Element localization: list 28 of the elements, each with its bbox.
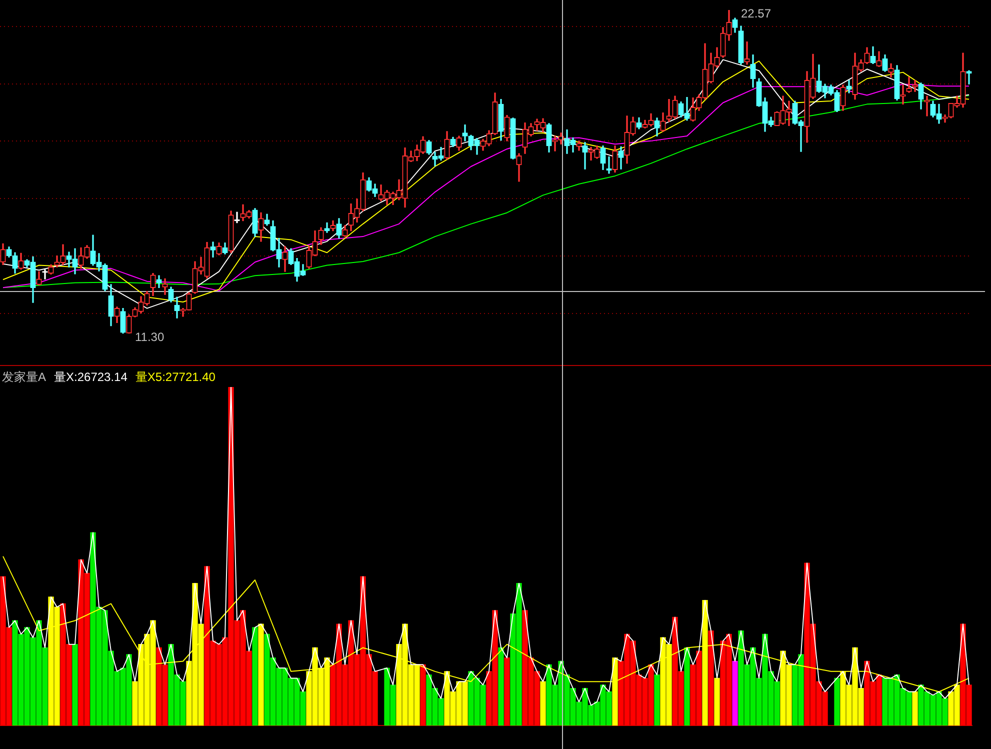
- bar: [834, 678, 840, 726]
- bar: [540, 681, 546, 726]
- candlestick: [462, 124, 468, 142]
- bar: [654, 674, 660, 726]
- bar: [498, 647, 504, 726]
- bar: [714, 678, 720, 726]
- bar: [72, 644, 78, 726]
- candlestick: [582, 142, 588, 170]
- candlestick: [900, 84, 906, 105]
- bar: [912, 691, 918, 726]
- candlestick: [210, 242, 216, 258]
- bar: [252, 627, 258, 726]
- candlestick: [744, 42, 750, 65]
- bar: [732, 660, 738, 726]
- text: 量X:26723.14: [54, 369, 128, 386]
- bar: [708, 630, 714, 726]
- text: 量X5:27721.40: [135, 369, 216, 386]
- bar: [684, 647, 690, 726]
- annotation: 11.30: [135, 330, 164, 344]
- chart-title: 发家量A: [2, 369, 46, 386]
- candlestick: [162, 278, 168, 295]
- bar: [504, 658, 510, 726]
- candlestick: [606, 156, 612, 174]
- annotation: 22.57: [741, 6, 772, 20]
- candlestick: [42, 269, 48, 280]
- bar: [258, 624, 264, 726]
- candlestick: [924, 96, 930, 116]
- bar: [420, 664, 426, 726]
